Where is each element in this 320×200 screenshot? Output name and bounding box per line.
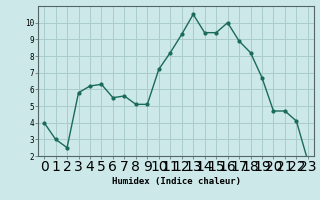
X-axis label: Humidex (Indice chaleur): Humidex (Indice chaleur) (111, 177, 241, 186)
